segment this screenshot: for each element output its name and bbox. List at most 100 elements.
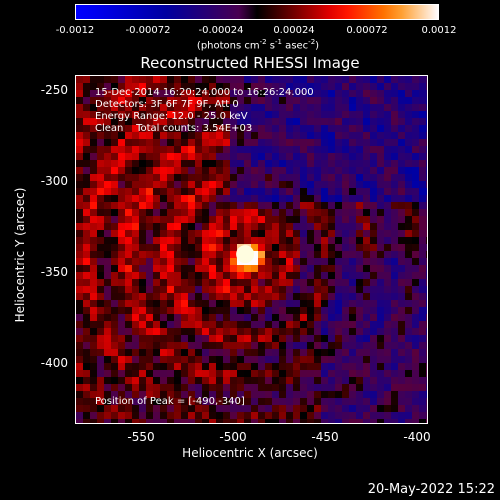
image-pixel [307,195,314,202]
image-pixel [391,272,398,279]
image-pixel [391,244,398,251]
image-pixel [384,363,391,370]
image-pixel [111,328,118,335]
y-tick-label: -250 [40,83,68,97]
image-pixel [342,223,349,230]
image-pixel [167,286,174,293]
image-pixel [118,279,125,286]
image-pixel [153,356,160,363]
image-pixel [223,363,230,370]
image-pixel [90,314,97,321]
image-pixel [153,83,160,90]
image-pixel [398,419,405,423]
image-pixel [391,384,398,391]
image-pixel [167,363,174,370]
image-pixel [90,209,97,216]
image-pixel [139,300,146,307]
image-pixel [76,342,83,349]
image-pixel [356,90,363,97]
image-pixel [279,300,286,307]
image-pixel [356,412,363,419]
image-pixel [370,146,377,153]
image-pixel [90,153,97,160]
image-pixel [195,258,202,265]
image-pixel [335,328,342,335]
image-pixel [314,279,321,286]
image-pixel [419,174,426,181]
image-pixel [272,307,279,314]
image-pixel [405,293,412,300]
image-pixel [363,167,370,174]
image-pixel [195,83,202,90]
image-pixel [370,370,377,377]
image-pixel [104,293,111,300]
image-pixel [118,300,125,307]
image-pixel [258,90,265,97]
image-pixel [335,237,342,244]
image-pixel [139,405,146,412]
image-pixel [293,307,300,314]
image-pixel [335,321,342,328]
image-pixel [160,125,167,132]
image-pixel [356,230,363,237]
image-pixel [230,244,237,251]
y-tick-label: -400 [40,356,68,370]
image-pixel [293,279,300,286]
image-pixel [314,104,321,111]
image-pixel [195,132,202,139]
image-pixel [125,111,132,118]
image-pixel [139,202,146,209]
image-pixel [321,265,328,272]
image-pixel [258,384,265,391]
image-pixel [398,83,405,90]
image-pixel [314,412,321,419]
image-pixel [118,132,125,139]
image-pixel [125,412,132,419]
image-pixel [314,335,321,342]
image-pixel [83,265,90,272]
image-pixel [83,370,90,377]
image-pixel [370,251,377,258]
image-pixel [356,300,363,307]
image-pixel [76,146,83,153]
image-pixel [272,174,279,181]
image-pixel [356,286,363,293]
image-pixel [209,174,216,181]
image-pixel [237,419,244,423]
image-pixel [167,405,174,412]
image-pixel [76,132,83,139]
image-pixel [216,90,223,97]
image-pixel [104,398,111,405]
image-pixel [314,307,321,314]
image-pixel [328,370,335,377]
image-pixel [314,153,321,160]
image-pixel [286,356,293,363]
image-pixel [104,167,111,174]
image-pixel [202,76,209,83]
image-pixel [412,181,419,188]
image-pixel [132,111,139,118]
image-pixel [398,160,405,167]
image-pixel [398,272,405,279]
image-pixel [391,314,398,321]
image-pixel [251,111,258,118]
image-pixel [202,398,209,405]
image-pixel [272,188,279,195]
image-pixel [251,349,258,356]
image-pixel [335,258,342,265]
image-pixel [426,230,427,237]
image-pixel [349,328,356,335]
colorbar-tick: -0.0012 [55,25,95,36]
image-pixel [314,230,321,237]
image-pixel [90,111,97,118]
image-pixel [209,321,216,328]
image-pixel [181,300,188,307]
image-pixel [76,279,83,286]
image-pixel [342,244,349,251]
image-pixel [335,307,342,314]
image-pixel [405,153,412,160]
image-pixel [251,321,258,328]
image-pixel [286,251,293,258]
image-pixel [76,111,83,118]
image-pixel [335,293,342,300]
